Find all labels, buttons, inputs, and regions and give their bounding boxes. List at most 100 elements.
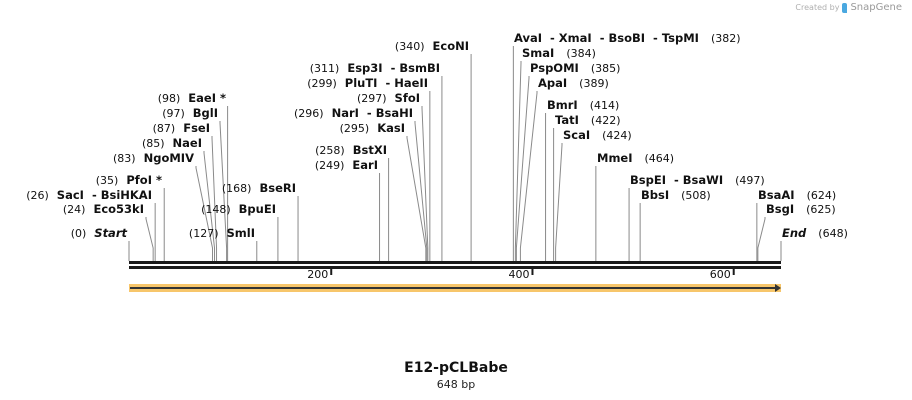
site-label[interactable]: BseRI (168) [222, 181, 296, 195]
enzyme-name: Start [94, 226, 127, 240]
enzyme-name: NarI - BsaHI [332, 106, 413, 120]
site-label[interactable]: AvaI - XmaI - BsoBI - TspMI (382) [514, 31, 741, 45]
site-label[interactable]: KasI (295) [340, 121, 405, 135]
site-label[interactable]: BstXI (258) [315, 143, 387, 157]
site-label[interactable]: NarI - BsaHI (296) [294, 106, 413, 120]
site-label[interactable]: BsgI (625) [766, 202, 836, 216]
feature-arrow[interactable] [129, 284, 781, 292]
cut-site-line [515, 76, 530, 261]
site-position: (24) [63, 203, 86, 216]
site-label[interactable]: PfoI * (35) [96, 173, 162, 187]
site-position: (258) [315, 144, 345, 157]
site-position: (299) [307, 77, 337, 90]
enzyme-name: NgoMIV [144, 151, 194, 165]
cut-site-line [195, 166, 214, 261]
site-label[interactable]: SmaI (384) [522, 46, 596, 60]
enzyme-name: End [782, 226, 807, 240]
snapgene-logo-icon [842, 2, 848, 13]
enzyme-name: TatI [555, 113, 579, 127]
site-label[interactable]: NgoMIV (83) [113, 151, 194, 165]
site-position: (295) [340, 122, 370, 135]
enzyme-name: Eco53kI [93, 202, 144, 216]
feature-arrowhead-icon [775, 284, 781, 292]
site-label[interactable]: BpuEI (148) [201, 202, 276, 216]
enzyme-name: SacI - BsiHKAI [57, 188, 152, 202]
site-position: (168) [222, 182, 252, 195]
axis-tick [330, 268, 333, 275]
site-label[interactable]: BmrI (414) [547, 98, 619, 112]
site-position: (148) [201, 203, 231, 216]
cut-site-line [519, 91, 538, 261]
cut-site-line [211, 136, 218, 261]
site-position: (340) [395, 40, 425, 53]
enzyme-name: ScaI [563, 128, 590, 142]
site-position: (422) [591, 114, 621, 127]
enzyme-name: BpuEI [239, 202, 276, 216]
site-position: (424) [602, 129, 632, 142]
cut-site-line [514, 61, 522, 261]
site-label[interactable]: Esp3I - BsmBI (311) [310, 61, 440, 75]
site-label[interactable]: SmlI (127) [189, 226, 255, 240]
site-position: (85) [142, 137, 165, 150]
site-label[interactable]: NaeI (85) [142, 136, 202, 150]
axis-tick-label: 200 [307, 268, 328, 281]
site-label[interactable]: BsaAI (624) [758, 188, 836, 202]
site-label[interactable]: ScaI (424) [563, 128, 632, 142]
cut-site-line [555, 143, 563, 261]
cut-site-line [145, 217, 154, 261]
enzyme-name: BspEI - BsaWI [630, 173, 723, 187]
site-position: (83) [113, 152, 136, 165]
axis-tick [732, 268, 735, 275]
site-label[interactable]: BglI (97) [162, 106, 218, 120]
enzyme-name: SmlI [227, 226, 256, 240]
site-label[interactable]: SfoI (297) [357, 91, 420, 105]
site-label[interactable]: BbsI (508) [641, 188, 711, 202]
enzyme-name: EaeI * [188, 91, 226, 105]
site-lines [128, 46, 782, 261]
site-label[interactable]: BspEI - BsaWI (497) [630, 173, 765, 187]
site-position: (624) [807, 189, 837, 202]
map-length: 648 bp [436, 378, 476, 391]
site-position: (98) [158, 92, 181, 105]
axis-tick [531, 268, 534, 275]
site-position: (625) [806, 203, 836, 216]
site-position: (497) [735, 174, 765, 187]
axis-tick-label: 600 [710, 268, 731, 281]
site-position: (508) [681, 189, 711, 202]
enzyme-name: PspOMI [530, 61, 579, 75]
backbone-bottom-strand [129, 266, 781, 269]
enzyme-name: BglI [193, 106, 218, 120]
site-position: (0) [71, 227, 87, 240]
site-label[interactable]: TatI (422) [555, 113, 621, 127]
enzyme-name: FseI [183, 121, 210, 135]
site-position: (414) [590, 99, 620, 112]
enzyme-name: EcoNI [433, 39, 469, 53]
backbone-top-strand [129, 261, 781, 264]
cut-site-line [421, 106, 429, 261]
cut-site-line [414, 121, 428, 261]
site-label[interactable]: End (648) [782, 226, 848, 240]
site-label[interactable]: PspOMI (385) [530, 61, 620, 75]
enzyme-name: BmrI [547, 98, 578, 112]
site-label[interactable]: EcoNI (340) [395, 39, 469, 53]
enzyme-name: BsaAI [758, 188, 795, 202]
site-position: (385) [591, 62, 621, 75]
enzyme-name: ApaI [538, 76, 567, 90]
map-title: E12-pCLBabe [404, 360, 508, 376]
site-label[interactable]: Eco53kI (24) [63, 202, 144, 216]
site-label[interactable]: EaeI * (98) [158, 91, 226, 105]
site-label[interactable]: Start (0) [71, 226, 128, 240]
site-position: (127) [189, 227, 219, 240]
site-position: (464) [645, 152, 675, 165]
site-label[interactable]: SacI - BsiHKAI (26) [26, 188, 152, 202]
site-label[interactable]: EarI (249) [315, 158, 378, 172]
site-label[interactable]: MmeI (464) [597, 151, 674, 165]
site-position: (297) [357, 92, 387, 105]
enzyme-name: SmaI [522, 46, 554, 60]
site-label[interactable]: ApaI (389) [538, 76, 609, 90]
enzyme-name: MmeI [597, 151, 633, 165]
site-label[interactable]: FseI (87) [153, 121, 210, 135]
enzyme-name: BsgI [766, 202, 794, 216]
site-label[interactable]: PluTI - HaeII (299) [307, 76, 428, 90]
